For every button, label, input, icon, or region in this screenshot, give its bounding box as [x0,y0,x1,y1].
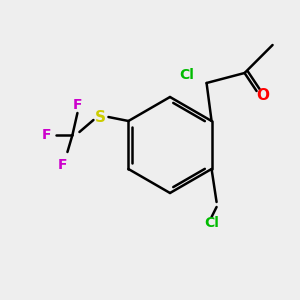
Text: Cl: Cl [179,68,194,82]
Text: O: O [256,88,269,103]
Text: F: F [73,98,82,112]
Text: Cl: Cl [204,216,219,230]
Text: F: F [58,158,67,172]
Text: S: S [95,110,106,124]
Text: F: F [42,128,51,142]
